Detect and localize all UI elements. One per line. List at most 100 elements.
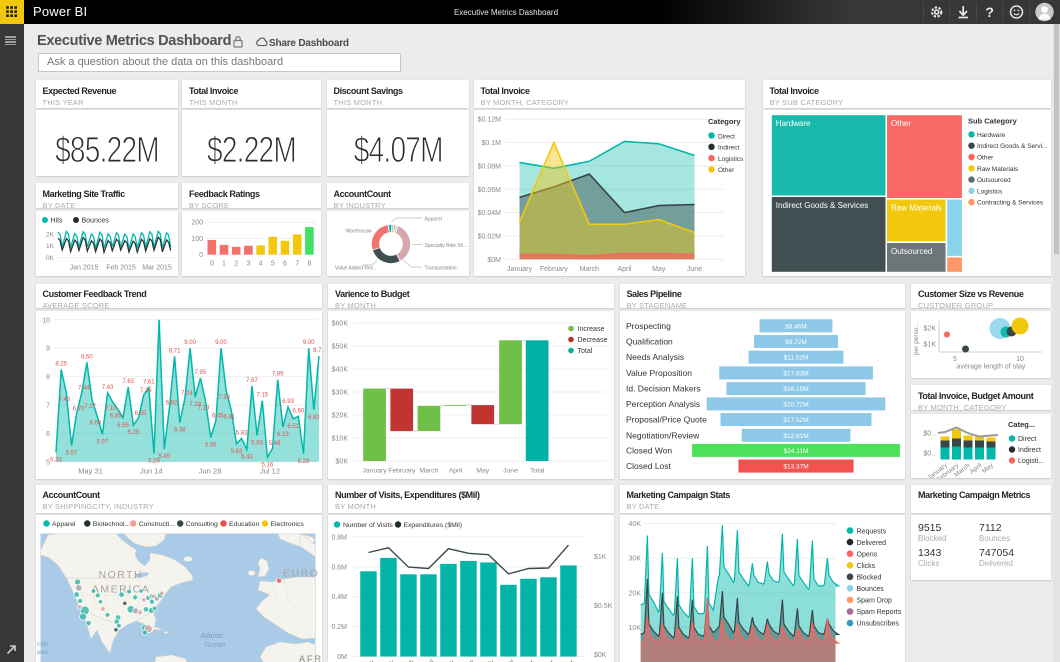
svg-text:Bounces: Bounces	[81, 218, 109, 225]
svg-text:May: May	[441, 658, 456, 662]
svg-text:1K: 1K	[46, 243, 55, 250]
svg-text:$17.52M: $17.52M	[783, 417, 808, 424]
svg-text:Feb 2015: Feb 2015	[106, 265, 136, 272]
svg-text:January: January	[507, 266, 532, 273]
svg-text:Qualification: Qualification	[626, 336, 673, 346]
svg-text:Opens: Opens	[856, 551, 877, 558]
svg-text:5.57: 5.57	[65, 450, 77, 456]
svg-text:$60K: $60K	[332, 320, 349, 327]
svg-text:$1K: $1K	[594, 554, 607, 561]
svg-text:June: June	[686, 266, 701, 273]
svg-text:$0.1M: $0.1M	[481, 140, 501, 147]
svg-text:6.83: 6.83	[307, 414, 319, 420]
svg-text:Unsubscribes: Unsubscribes	[856, 620, 899, 627]
svg-text:7.67: 7.67	[246, 378, 258, 384]
svg-text:Transportation: Transportation	[424, 266, 456, 272]
svg-text:Increase: Increase	[578, 326, 605, 333]
svg-text:May: May	[981, 461, 996, 475]
svg-text:6.55: 6.55	[134, 410, 146, 416]
svg-text:$16.15M: $16.15M	[783, 386, 808, 393]
svg-text:5: 5	[46, 459, 50, 466]
svg-text:Apparel: Apparel	[52, 521, 76, 528]
svg-text:7.24: 7.24	[181, 391, 193, 397]
svg-text:Prospecting: Prospecting	[626, 320, 671, 330]
svg-text:Electronics: Electronics	[270, 521, 304, 528]
svg-text:Closed Lost: Closed Lost	[626, 461, 672, 471]
svg-text:7: 7	[46, 402, 50, 409]
svg-text:7.44: 7.44	[77, 385, 89, 391]
svg-text:$40K: $40K	[332, 366, 349, 373]
svg-text:Requests: Requests	[856, 528, 886, 535]
svg-text:Closed Won: Closed Won	[626, 445, 672, 455]
svg-text:Education: Education	[229, 521, 259, 528]
svg-text:Spam Drop: Spam Drop	[856, 597, 892, 604]
svg-text:March: March	[396, 658, 416, 662]
svg-text:Ocean: Ocean	[204, 642, 225, 649]
svg-text:Number of Visits: Number of Visits	[343, 522, 393, 529]
svg-text:5.16: 5.16	[261, 462, 273, 468]
svg-text:AMERICA: AMERICA	[91, 583, 149, 595]
svg-text:$30K: $30K	[332, 389, 349, 396]
svg-text:$17.83M: $17.83M	[783, 370, 808, 377]
svg-text:$0.06M: $0.06M	[477, 187, 501, 194]
svg-text:5.43: 5.43	[240, 454, 252, 460]
svg-text:Raw Materials: Raw Materials	[977, 166, 1019, 173]
svg-text:Categ...: Categ...	[1008, 420, 1035, 429]
svg-text:?: ?	[985, 4, 994, 20]
svg-text:Biotechnol...: Biotechnol...	[92, 521, 130, 528]
svg-text:2: 2	[234, 261, 238, 268]
svg-text:Raw Materials: Raw Materials	[891, 204, 942, 213]
svg-text:40K: 40K	[628, 520, 641, 527]
svg-text:Direct: Direct	[718, 133, 735, 140]
svg-text:6.85: 6.85	[110, 413, 122, 419]
svg-text:5.63: 5.63	[230, 448, 242, 454]
svg-text:6.38: 6.38	[173, 427, 185, 433]
svg-text:Value Added Res...: Value Added Res...	[335, 266, 377, 272]
svg-text:7.17: 7.17	[84, 404, 96, 410]
svg-text:Jan 2015: Jan 2015	[69, 265, 98, 272]
svg-text:$0.12M: $0.12M	[477, 117, 501, 124]
svg-text:August: August	[494, 658, 516, 662]
svg-text:10K: 10K	[628, 625, 641, 632]
svg-text:Hardware: Hardware	[977, 132, 1006, 139]
svg-text:April: April	[420, 658, 436, 662]
svg-text:April: April	[617, 266, 631, 273]
svg-text:May 31: May 31	[78, 466, 103, 475]
svg-text:Total: Total	[530, 467, 545, 474]
svg-text:5: 5	[953, 356, 957, 363]
svg-text:8.25: 8.25	[55, 361, 67, 367]
svg-text:0: 0	[199, 252, 203, 259]
svg-text:7.10: 7.10	[104, 406, 116, 412]
svg-text:8.71: 8.71	[168, 348, 180, 354]
svg-text:7: 7	[295, 261, 299, 268]
svg-text:1: 1	[222, 261, 226, 268]
svg-text:AFR: AFR	[299, 654, 323, 662]
svg-text:Logisti...: Logisti...	[1018, 458, 1044, 465]
svg-text:$10K: $10K	[332, 435, 349, 442]
svg-text:6: 6	[46, 430, 50, 437]
svg-text:9.00: 9.00	[302, 340, 314, 346]
svg-text:Category: Category	[708, 117, 741, 126]
svg-text:$1K: $1K	[924, 341, 937, 348]
svg-text:7.28: 7.28	[189, 402, 201, 408]
svg-text:$24.11M: $24.11M	[783, 447, 808, 454]
svg-text:Negotiation/Review: Negotiation/Review	[626, 430, 700, 440]
svg-text:$13.37M: $13.37M	[783, 463, 808, 470]
svg-text:Clicks: Clicks	[856, 563, 875, 570]
svg-text:April: April	[449, 467, 463, 474]
svg-text:Indirect Goods & Servi...: Indirect Goods & Servi...	[977, 143, 1048, 150]
svg-text:$0.04M: $0.04M	[477, 210, 501, 217]
svg-text:cific: cific	[37, 641, 49, 648]
svg-text:February: February	[388, 467, 416, 474]
svg-text:$11.02M: $11.02M	[783, 354, 808, 361]
svg-text:March: March	[419, 467, 438, 474]
svg-text:Logistics: Logistics	[977, 188, 1003, 195]
svg-text:Direct: Direct	[1018, 436, 1036, 443]
svg-text:6.23: 6.23	[277, 431, 289, 437]
svg-text:9: 9	[46, 345, 50, 352]
svg-text:per perso...: per perso...	[913, 321, 920, 354]
svg-text:January: January	[363, 467, 388, 474]
svg-text:Indirect: Indirect	[718, 145, 740, 152]
svg-text:5.97: 5.97	[96, 439, 108, 445]
svg-text:$50K: $50K	[332, 343, 349, 350]
